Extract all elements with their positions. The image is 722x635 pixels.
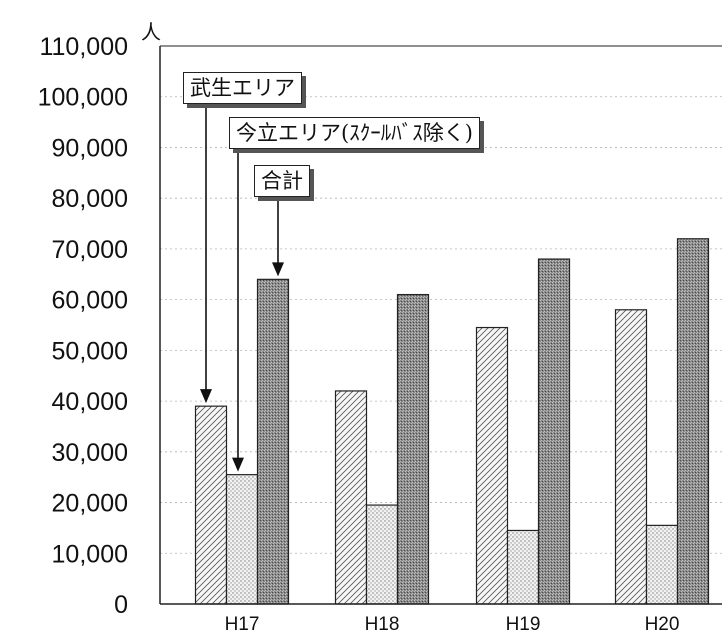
bar-total-h17 xyxy=(256,278,290,605)
bar-takefu-h19 xyxy=(475,326,509,605)
arrow-head xyxy=(232,457,244,472)
bar-total-h20 xyxy=(676,238,710,605)
y-tick-label: 60,000 xyxy=(52,287,128,315)
bars xyxy=(194,238,710,605)
x-tick-label: H18 xyxy=(365,614,400,635)
bar-takefu-h17 xyxy=(194,405,228,605)
legend-text-imadate: 今立エリア(ｽｸｰﾙﾊﾞｽ除く) xyxy=(236,121,473,145)
bar-takefu-h20 xyxy=(614,309,648,605)
y-tick-label: 110,000 xyxy=(39,33,128,61)
y-tick-label: 70,000 xyxy=(52,236,128,264)
y-tick-label: 80,000 xyxy=(52,185,128,213)
y-tick-label: 90,000 xyxy=(52,134,128,162)
x-tick-label: H19 xyxy=(506,614,541,635)
y-tick-label: 30,000 xyxy=(52,439,128,467)
axes xyxy=(159,45,722,605)
x-tick-label: H17 xyxy=(225,614,260,635)
y-tick-label: 100,000 xyxy=(38,84,128,112)
y-axis-unit: 人 xyxy=(141,20,161,44)
x-tick-labels: H17 H18 H19 H20 xyxy=(225,614,680,635)
legend-text-total: 合計 xyxy=(261,169,303,193)
legend-label-imadate: 今立エリア(ｽｸｰﾙﾊﾞｽ除く) xyxy=(229,117,480,149)
legend-label-takefu: 武生エリア xyxy=(183,72,302,104)
legend-label-total: 合計 xyxy=(254,165,310,197)
bar-imadate-h19 xyxy=(506,529,540,605)
arrow-head xyxy=(272,262,284,277)
arrow-head xyxy=(200,389,212,404)
bar-takefu-h18 xyxy=(334,390,368,605)
y-tick-label: 10,000 xyxy=(52,540,128,568)
x-tick-label: H20 xyxy=(645,614,680,635)
legend-text-takefu: 武生エリア xyxy=(190,76,295,100)
y-tick-label: 40,000 xyxy=(52,388,128,416)
y-tick-label: 0 xyxy=(114,591,128,619)
bar-imadate-h17 xyxy=(225,474,259,605)
bar-imadate-h18 xyxy=(365,504,399,605)
y-tick-label: 20,000 xyxy=(52,490,128,518)
legend-arrows xyxy=(200,106,284,472)
y-tick-label: 50,000 xyxy=(52,337,128,365)
bar-total-h18 xyxy=(396,293,430,605)
bar-total-h19 xyxy=(537,258,571,605)
y-tick-labels: 0 10,000 20,000 30,000 40,000 50,000 60,000 70,… xyxy=(38,33,128,619)
bar-imadate-h20 xyxy=(645,524,679,605)
